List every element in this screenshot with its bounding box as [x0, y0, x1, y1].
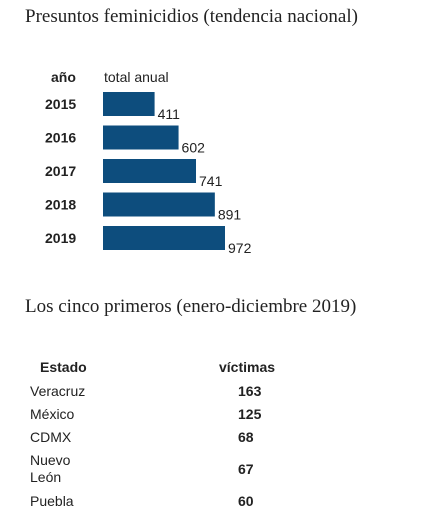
table-row: Nuevo León 67 [0, 452, 441, 492]
chart-title: Presuntos feminicidios (tendencia nacion… [25, 6, 358, 27]
bar-chart: año total anual 2015 411 2016 602 2017 741 2018 8… [45, 69, 252, 256]
year-label: 2017 [45, 163, 76, 179]
bar [103, 226, 225, 250]
data-label: 891 [218, 207, 242, 223]
data-label: 602 [182, 140, 206, 156]
bar [103, 159, 197, 183]
year-label: 2018 [45, 197, 76, 213]
table-header: Estado víctimas [0, 359, 441, 379]
value-header: total anual [104, 69, 169, 85]
row-state: Veracruz [30, 383, 86, 399]
row-state: Puebla [30, 493, 74, 509]
row-state: CDMX [30, 429, 72, 445]
row-state-line: Nuevo [30, 452, 71, 468]
bar [103, 92, 155, 116]
data-label: 741 [199, 173, 223, 189]
row-state: México [30, 406, 75, 422]
header-value: víctimas [219, 359, 276, 375]
year-label: 2019 [45, 230, 76, 246]
row-value: 125 [238, 406, 262, 422]
year-label: 2015 [45, 96, 76, 112]
header-state: Estado [40, 359, 87, 375]
year-label: 2016 [45, 130, 76, 146]
bar [103, 192, 215, 217]
category-header: año [51, 69, 76, 85]
row-value: 68 [238, 429, 254, 445]
row-value: 60 [238, 493, 254, 509]
bar [103, 125, 179, 150]
table-title: Los cinco primeros (enero-diciembre 2019… [25, 296, 357, 317]
row-value: 67 [238, 461, 254, 477]
row-state-line: León [30, 469, 62, 485]
row-value: 163 [238, 383, 262, 399]
data-label: 972 [228, 240, 252, 256]
data-label: 411 [158, 106, 181, 122]
